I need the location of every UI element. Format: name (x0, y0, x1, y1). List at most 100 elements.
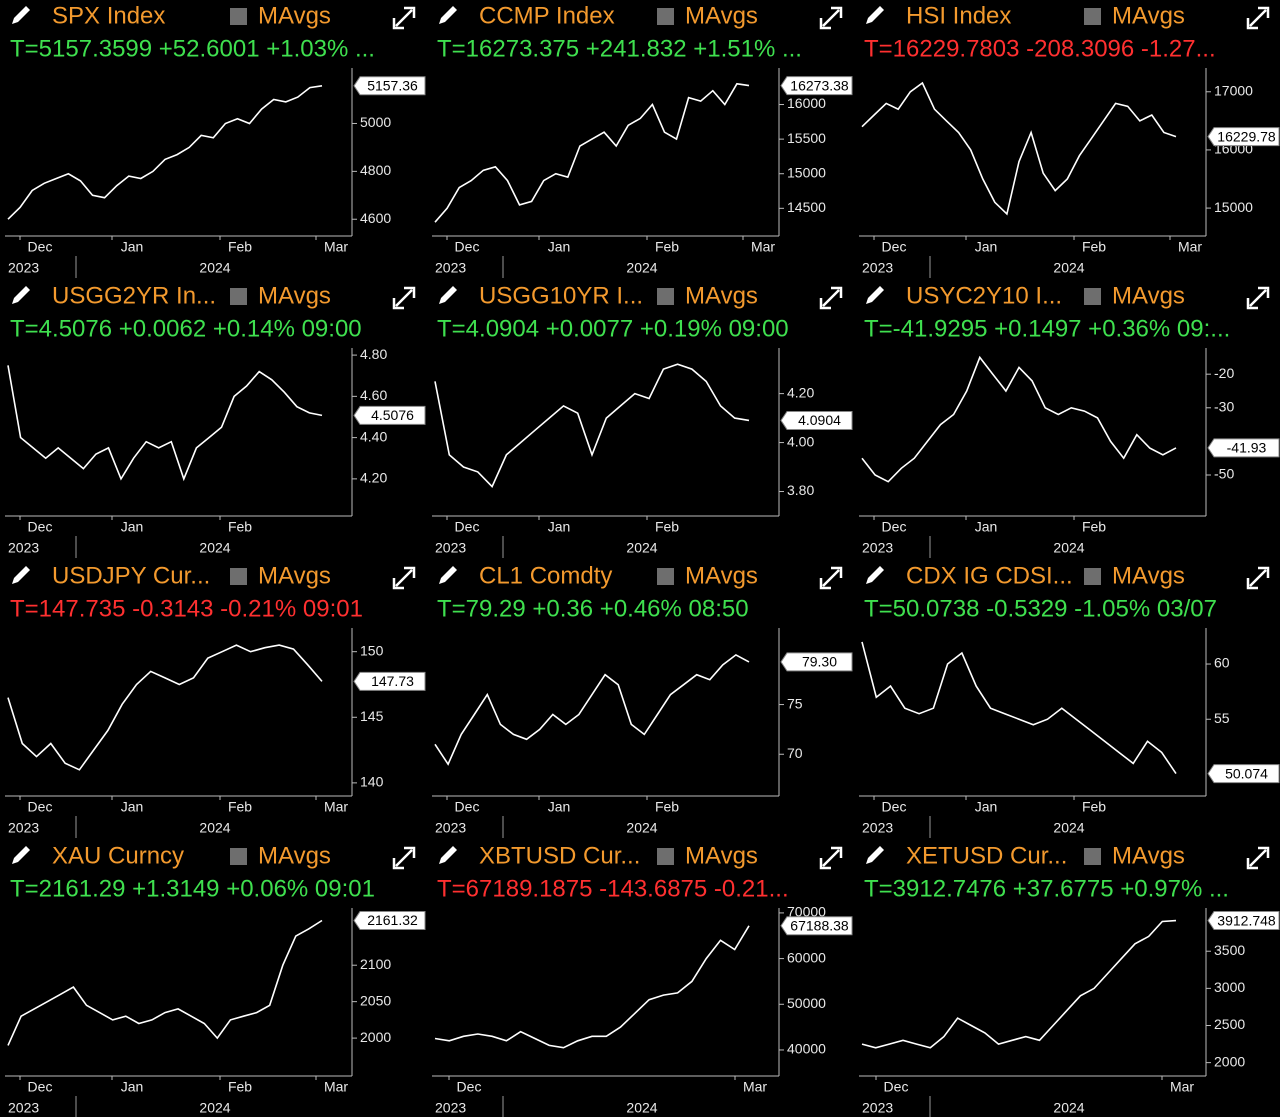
quote-line: T=4.0904 +0.0077 +0.19% 09:00 (437, 315, 789, 342)
chart-panel: CCMP Index MAvgs T=16273.375 +241.832 +1.5… (432, 2, 853, 278)
last-value-label: 67188.38 (790, 917, 849, 933)
legend-label: MAvgs (685, 282, 758, 309)
expand-icon[interactable] (392, 566, 416, 590)
price-line (861, 641, 1177, 775)
expand-icon[interactable] (1246, 286, 1270, 310)
panel-title: USGG10YR I... (479, 282, 643, 309)
y-tick-label: 4.20 (360, 470, 387, 486)
expand-icon[interactable] (392, 286, 416, 310)
year-label: 2023 (8, 260, 39, 276)
expand-icon[interactable] (1246, 6, 1270, 30)
y-tick-label: 4600 (360, 210, 391, 226)
legend-swatch[interactable] (1084, 848, 1101, 865)
legend-swatch[interactable] (657, 8, 674, 25)
legend-swatch[interactable] (1084, 568, 1101, 585)
month-label: Feb (655, 519, 679, 535)
month-label: Jan (548, 799, 571, 815)
edit-icon[interactable] (12, 566, 30, 584)
panel-title: CL1 Comdty (479, 562, 612, 589)
edit-icon[interactable] (439, 846, 457, 864)
last-value-label: 2161.32 (367, 912, 418, 928)
legend-swatch[interactable] (657, 288, 674, 305)
expand-icon[interactable] (819, 286, 843, 310)
month-label: Feb (655, 799, 679, 815)
last-value-label: 16273.38 (790, 77, 849, 93)
month-label: Feb (228, 799, 252, 815)
price-line (861, 919, 1177, 1049)
chart-panel: USDJPY Cur... MAvgs T=147.735 -0.3143 -0.2… (5, 562, 426, 838)
last-value-tag (353, 405, 426, 425)
legend-swatch[interactable] (1084, 8, 1101, 25)
legend-swatch[interactable] (230, 568, 247, 585)
edit-icon[interactable] (12, 6, 30, 24)
panel-title: HSI Index (906, 2, 1011, 29)
price-line (434, 653, 750, 766)
month-label: Dec (882, 799, 907, 815)
legend-swatch[interactable] (1084, 288, 1101, 305)
expand-icon[interactable] (819, 846, 843, 870)
panel-title: CDX IG CDSI... (906, 562, 1073, 589)
expand-icon[interactable] (1246, 566, 1270, 590)
legend-swatch[interactable] (230, 288, 247, 305)
expand-icon[interactable] (819, 566, 843, 590)
year-label: 2024 (626, 540, 657, 556)
y-tick-label: -20 (1214, 365, 1234, 381)
year-label: 2024 (199, 1100, 230, 1116)
y-tick-label: 60000 (787, 949, 826, 965)
price-line (7, 644, 323, 771)
panel-title: USDJPY Cur... (52, 562, 210, 589)
month-label: Feb (1082, 519, 1106, 535)
month-label: Dec (28, 519, 53, 535)
y-tick-label: 15000 (1214, 199, 1253, 215)
expand-icon[interactable] (392, 6, 416, 30)
legend-swatch[interactable] (657, 848, 674, 865)
year-label: 2024 (626, 260, 657, 276)
y-tick-label: 55 (1214, 710, 1230, 726)
y-tick-label: 70000 (787, 904, 826, 920)
month-label: Jan (121, 799, 144, 815)
edit-icon[interactable] (866, 566, 884, 584)
month-label: Jan (975, 239, 998, 255)
edit-icon[interactable] (439, 286, 457, 304)
edit-icon[interactable] (866, 6, 884, 24)
month-label: Jan (975, 799, 998, 815)
quote-line: T=16273.375 +241.832 +1.51% ... (437, 35, 802, 62)
quote-line: T=4.5076 +0.0062 +0.14% 09:00 (10, 315, 362, 342)
expand-icon[interactable] (1246, 846, 1270, 870)
month-label: Dec (28, 239, 53, 255)
chart-panel: USGG10YR I... MAvgs T=4.0904 +0.0077 +0.19… (432, 282, 853, 558)
price-line (861, 81, 1177, 216)
year-label: 2024 (1053, 1100, 1084, 1116)
edit-icon[interactable] (12, 286, 30, 304)
year-label: 2024 (626, 820, 657, 836)
month-label: Feb (228, 1079, 252, 1095)
price-line (434, 925, 750, 1049)
edit-icon[interactable] (439, 6, 457, 24)
year-label: 2023 (862, 1100, 893, 1116)
legend-swatch[interactable] (230, 848, 247, 865)
quote-line: T=147.735 -0.3143 -0.21% 09:01 (10, 595, 363, 622)
edit-icon[interactable] (12, 846, 30, 864)
month-label: Feb (1082, 239, 1106, 255)
legend-label: MAvgs (258, 562, 331, 589)
expand-icon[interactable] (819, 6, 843, 30)
legend-swatch[interactable] (230, 8, 247, 25)
edit-icon[interactable] (866, 286, 884, 304)
month-label: Dec (457, 1079, 482, 1095)
edit-icon[interactable] (439, 566, 457, 584)
quote-line: T=-41.9295 +0.1497 +0.36% 09:... (864, 315, 1230, 342)
year-label: 2024 (199, 540, 230, 556)
legend-label: MAvgs (1112, 2, 1185, 29)
legend-swatch[interactable] (657, 568, 674, 585)
last-value-tag (1207, 438, 1280, 458)
month-label: Dec (455, 519, 480, 535)
price-line (434, 82, 750, 223)
year-label: 2024 (1053, 820, 1084, 836)
year-label: 2024 (626, 1100, 657, 1116)
last-value-label: 50.074 (1225, 765, 1268, 781)
expand-icon[interactable] (392, 846, 416, 870)
year-label: 2023 (435, 820, 466, 836)
edit-icon[interactable] (866, 846, 884, 864)
legend-label: MAvgs (685, 2, 758, 29)
